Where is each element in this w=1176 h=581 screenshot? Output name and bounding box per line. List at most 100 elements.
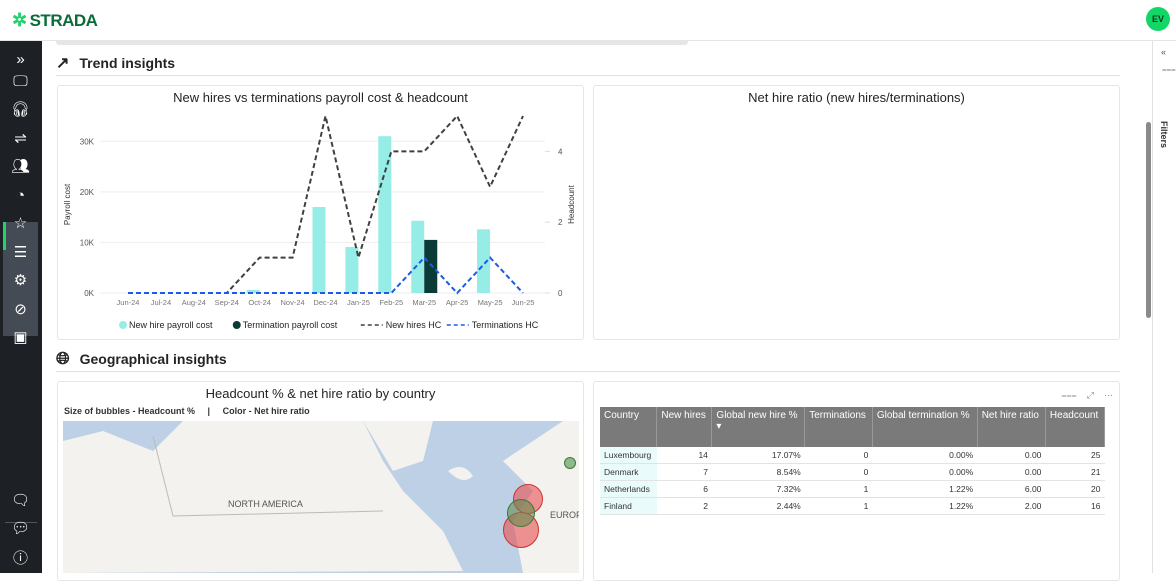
expand-icon[interactable]: »	[16, 50, 25, 68]
chat-icon[interactable]: 💬︎	[10, 520, 31, 537]
x-tick-label: Mar-25	[412, 298, 436, 307]
x-tick-label: Feb-25	[379, 298, 403, 307]
y-tick-label: 30K	[80, 137, 95, 146]
x-tick-label: May-25	[478, 298, 503, 307]
column-header[interactable]: Terminations	[804, 407, 873, 447]
column-header[interactable]: Global termination %	[872, 407, 978, 447]
sidebar-divider	[5, 522, 37, 523]
map-label-north-america: NORTH AMERICA	[228, 499, 303, 509]
avatar[interactable]: EV	[1146, 7, 1170, 31]
column-header[interactable]: Net hire ratio	[977, 407, 1046, 447]
star-icon[interactable]: ☆	[13, 215, 28, 232]
legend-label: Termination payroll cost	[243, 320, 338, 330]
table-cell: Netherlands	[600, 480, 657, 498]
more-options-icon[interactable]: ⋯	[1104, 390, 1113, 400]
bubble-netherlands[interactable]	[507, 499, 535, 527]
x-tick-label: Apr-25	[446, 298, 469, 307]
table-cell: 17.07%	[711, 447, 805, 464]
x-tick-label: Jan-25	[347, 298, 370, 307]
wallet-icon[interactable]: ▣	[13, 329, 28, 346]
bar-new-hire-payroll-cost	[411, 220, 425, 293]
map-title: Headcount % & net hire ratio by country	[205, 386, 436, 401]
table-row[interactable]: Denmark 7 8.54% 0 0.00% 0.00 21	[600, 463, 1105, 481]
headset-icon[interactable]: 🎧︎	[10, 101, 31, 118]
logo[interactable]: ✲ STRADA	[12, 10, 98, 31]
bar-termination-payroll-cost	[424, 239, 438, 293]
bar-new-hire-payroll-cost	[246, 289, 260, 293]
table-cell: 0.00%	[872, 463, 978, 481]
bubble-finland[interactable]	[564, 457, 576, 469]
bar-new-hire-payroll-cost	[378, 136, 392, 293]
trend-icon: ↗	[56, 54, 70, 72]
x-tick-label: Aug-24	[182, 298, 206, 307]
table-cell: Finland	[600, 497, 657, 515]
y2-tick-label: 0	[558, 289, 563, 298]
people-icon[interactable]: 👥︎	[10, 158, 31, 175]
vertical-scrollbar[interactable]	[1146, 122, 1151, 318]
table-row[interactable]: Finland 2 2.44% 1 1.22% 2.00 16	[600, 497, 1105, 515]
monitor-icon[interactable]: 🖵	[13, 72, 28, 90]
filters-pane[interactable]: « ⩶ Filters	[1152, 41, 1176, 573]
table-cell: 6	[656, 480, 712, 498]
table-cell: 1	[804, 480, 873, 498]
help-icon[interactable]: ⓘ	[12, 549, 28, 567]
reports-icon[interactable]: ☰	[13, 244, 28, 261]
focus-mode-icon[interactable]: ⤢	[1086, 390, 1094, 400]
section-title: Geographical insights	[79, 350, 227, 367]
x-tick-label: Jun-24	[117, 298, 140, 307]
bar-new-hire-payroll-cost	[312, 207, 326, 293]
table-cell: 1	[804, 497, 873, 515]
table-cell: 6.00	[977, 480, 1046, 498]
analytics-icon[interactable]: ◔	[15, 186, 26, 204]
map-land	[63, 421, 579, 573]
table-row[interactable]: Netherlands 6 7.32% 1 1.22% 6.00 20	[600, 480, 1105, 498]
gear-icon[interactable]: ⚙	[13, 272, 28, 289]
y2-tick-label: 2	[558, 218, 563, 227]
table-cell: 0	[804, 463, 873, 481]
column-header[interactable]: Global new hire % ▾	[711, 407, 806, 447]
feedback-icon[interactable]: 🗨︎	[10, 492, 31, 509]
filter-icon[interactable]: ⩶	[1061, 390, 1077, 400]
map-subtitle-color: Color - Net hire ratio	[222, 406, 310, 416]
link-icon[interactable]: ⊘	[14, 301, 27, 318]
column-header[interactable]: New hires	[656, 407, 713, 447]
line-terminations-hc	[128, 256, 524, 295]
active-indicator	[3, 222, 6, 250]
y-tick-label: 0K	[84, 289, 94, 298]
map-subtitle-size: Size of bubbles - Headcount %	[64, 406, 196, 416]
map-label-europe: EUROPE	[550, 510, 579, 520]
chart-title: New hires vs terminations payroll cost &…	[173, 90, 468, 105]
brand-name: STRADA	[29, 10, 98, 30]
legend-label: New hires HC	[386, 320, 442, 330]
separator: |	[207, 406, 211, 416]
globe-icon: 🌐︎	[56, 348, 70, 368]
table-cell: 25	[1045, 447, 1105, 464]
table-cell: 21	[1045, 463, 1105, 481]
map[interactable]: NORTH AMERICA EUROPE	[63, 421, 579, 573]
table-cell: 7.32%	[711, 480, 805, 498]
y-tick-label: 20K	[80, 188, 95, 197]
collapse-icon[interactable]: «	[1161, 47, 1167, 57]
x-tick-label: Jul-24	[151, 298, 171, 307]
column-header[interactable]: Headcount	[1045, 407, 1106, 447]
table-cell: 0.00	[977, 447, 1046, 464]
sidebar: » 🖵 🎧︎ ⇌ 👥︎ ◔ ☆ ☰ ⚙ ⊘ ▣ 🗨︎ 💬︎ ⓘ	[0, 41, 42, 573]
column-header[interactable]: Country	[600, 407, 658, 447]
x-tick-label: Jun-25	[512, 298, 535, 307]
table-cell: Denmark	[600, 463, 657, 481]
table-cell: 0.00	[977, 463, 1046, 481]
table-cell: 8.54%	[711, 463, 805, 481]
table-cell: 2	[656, 497, 712, 515]
table-cell: 20	[1045, 480, 1105, 498]
table-cell: 0.00%	[872, 447, 978, 464]
trend-section-header: ↗ Trend insights	[56, 50, 1120, 76]
transfer-icon[interactable]: ⇌	[14, 130, 27, 147]
sidebar-group	[3, 222, 38, 336]
legend-marker	[232, 321, 241, 329]
x-tick-label: Nov-24	[280, 298, 304, 307]
y2-tick-label: 4	[558, 147, 563, 156]
chart-title: Net hire ratio (new hires/terminations)	[748, 90, 965, 105]
table-cell: 16	[1045, 497, 1105, 515]
table-row[interactable]: Luxembourg 14 17.07% 0 0.00% 0.00 25	[600, 447, 1105, 464]
table-cell: Luxembourg	[600, 447, 657, 464]
